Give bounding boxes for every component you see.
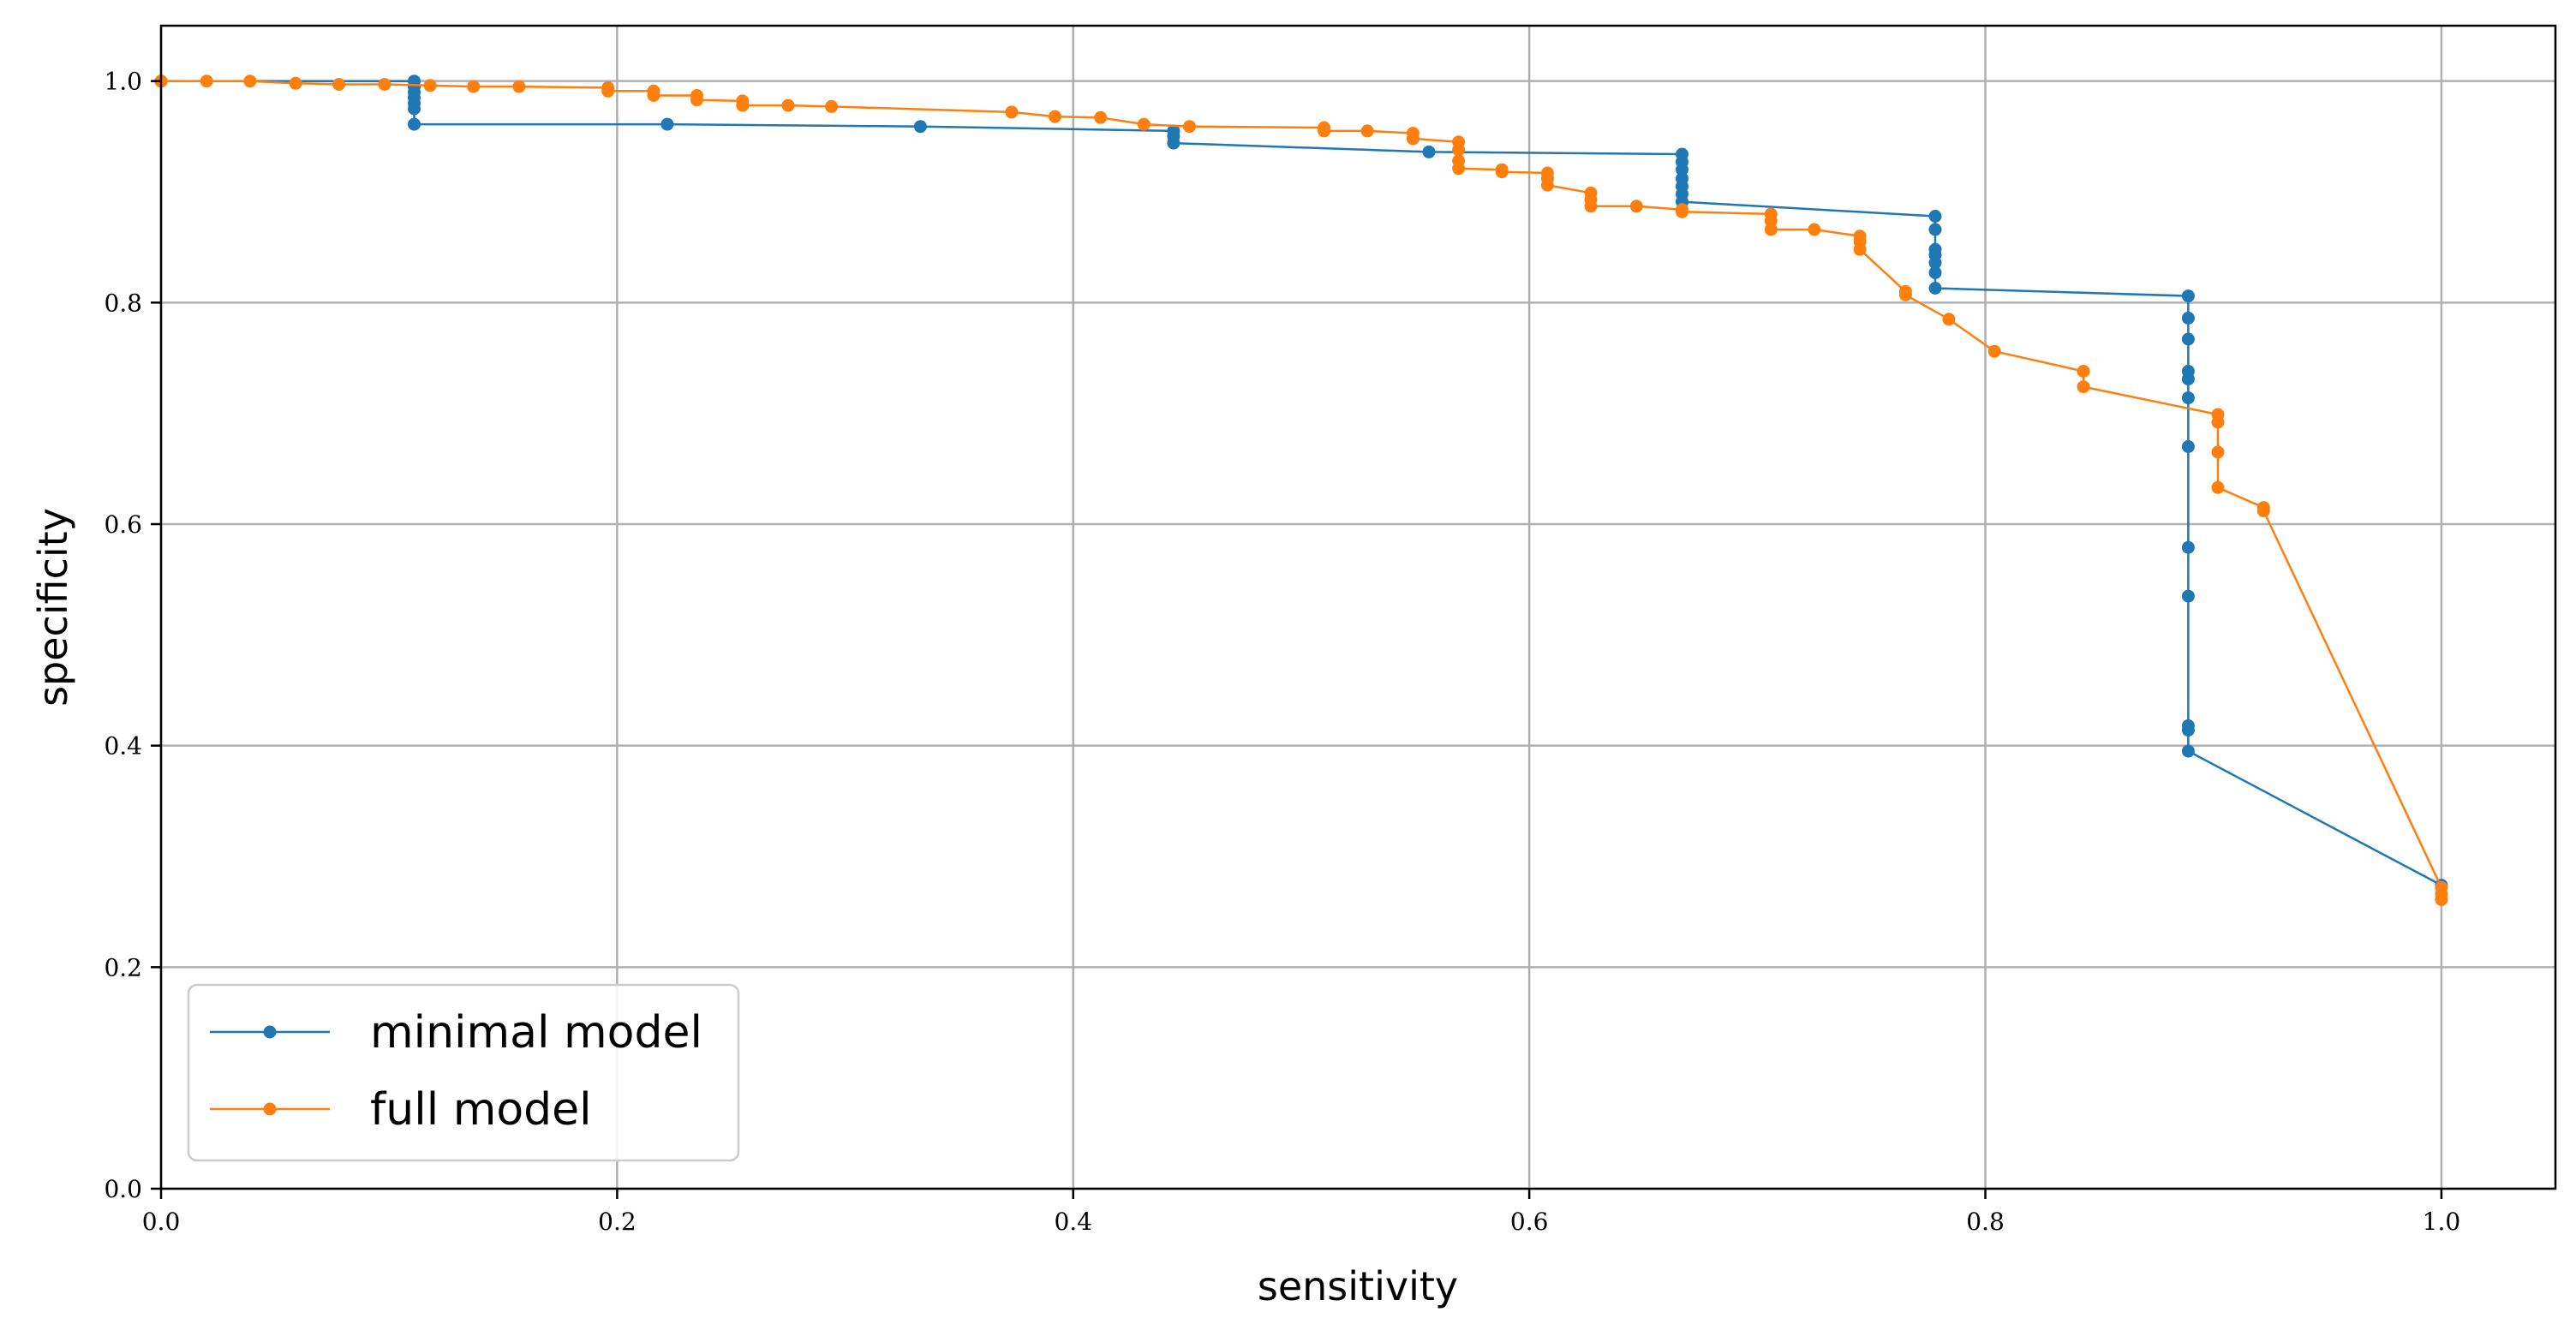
data-point [1928, 210, 1942, 223]
data-point [660, 117, 674, 131]
data-point [1853, 242, 1867, 256]
data-point [1167, 136, 1180, 150]
data-point [1676, 205, 1688, 218]
data-point [1495, 165, 1509, 179]
data-point [408, 102, 421, 116]
data-point [781, 98, 795, 112]
data-point [243, 75, 257, 88]
data-point [1928, 256, 1942, 270]
data-point [1422, 145, 1436, 158]
data-point [378, 78, 391, 91]
legend: minimal model full model [187, 983, 740, 1162]
data-point [2181, 332, 2195, 346]
data-point [2181, 373, 2195, 386]
data-point [2211, 480, 2225, 494]
data-point [423, 79, 437, 92]
legend-swatch-marker [263, 1102, 277, 1116]
data-point [1406, 132, 1419, 146]
data-point [2211, 415, 2225, 429]
data-point [2256, 504, 2270, 517]
data-point [2181, 744, 2195, 758]
y-tick-label: 1.0 [104, 68, 142, 96]
data-point [2181, 724, 2195, 737]
data-point [2181, 540, 2195, 554]
data-point [1987, 344, 2001, 358]
data-point [408, 117, 421, 131]
data-point [1452, 143, 1466, 157]
legend-label: minimal model [370, 1007, 702, 1059]
data-point [1764, 223, 1778, 236]
data-point [1183, 120, 1196, 134]
data-point [1540, 178, 1554, 192]
legend-swatch-marker [263, 1025, 277, 1039]
data-point [200, 75, 213, 88]
x-tick-label: 0.0 [142, 1208, 181, 1236]
data-point [2077, 380, 2090, 394]
data-point [647, 89, 660, 102]
data-point [512, 80, 526, 93]
data-point [2435, 892, 2448, 906]
data-point [1928, 282, 1942, 295]
y-axis-ticks: 0.0 0.2 0.4 0.6 0.8 1.0 [104, 68, 161, 1203]
y-tick-label: 0.4 [104, 732, 142, 760]
x-tick-label: 0.4 [1054, 1208, 1092, 1236]
data-point [2181, 391, 2195, 405]
data-point [1360, 124, 1374, 138]
data-point [2181, 289, 2195, 303]
y-tick-label: 0.8 [104, 289, 142, 317]
data-point [1676, 163, 1688, 176]
data-point [913, 120, 927, 134]
data-point [690, 93, 703, 107]
data-point [1005, 105, 1019, 119]
data-point [1318, 124, 1331, 138]
series-1 [154, 75, 2448, 906]
series-layer [154, 75, 2448, 906]
data-point [2181, 589, 2195, 603]
data-point [736, 98, 750, 112]
data-point [1049, 110, 1061, 123]
data-point [2211, 445, 2225, 459]
data-point [1764, 214, 1778, 228]
data-point [2077, 365, 2090, 378]
data-point [1808, 223, 1821, 236]
data-point [1629, 200, 1643, 213]
series-line [161, 80, 2443, 900]
data-point [1452, 162, 1466, 176]
y-axis-label: specificity [30, 508, 76, 707]
data-point [2181, 311, 2195, 325]
x-tick-label: 0.8 [1966, 1208, 2005, 1236]
data-point [1094, 110, 1108, 124]
y-tick-label: 0.6 [104, 510, 142, 539]
data-point [289, 76, 302, 90]
x-tick-label: 0.6 [1510, 1208, 1549, 1236]
data-point [467, 80, 481, 93]
data-point [601, 84, 615, 98]
data-point [1584, 200, 1598, 213]
data-point [1137, 117, 1151, 131]
x-axis-label: sensitivity [1258, 1263, 1458, 1309]
data-point [1942, 313, 1956, 326]
y-tick-label: 0.2 [104, 953, 142, 981]
x-axis-ticks: 0.0 0.2 0.4 0.6 0.8 1.0 [142, 1189, 2460, 1236]
plot-frame [159, 24, 2557, 1190]
data-point [2181, 440, 2195, 453]
data-point [1928, 265, 1942, 279]
legend-box [187, 983, 740, 1162]
x-tick-label: 0.2 [598, 1208, 637, 1236]
legend-label: full model [370, 1084, 592, 1136]
data-point [1928, 223, 1942, 236]
y-tick-label: 0.0 [104, 1175, 142, 1203]
data-point [1898, 288, 1912, 301]
x-tick-label: 1.0 [2423, 1208, 2461, 1236]
data-point [332, 78, 346, 91]
data-point [825, 99, 839, 113]
